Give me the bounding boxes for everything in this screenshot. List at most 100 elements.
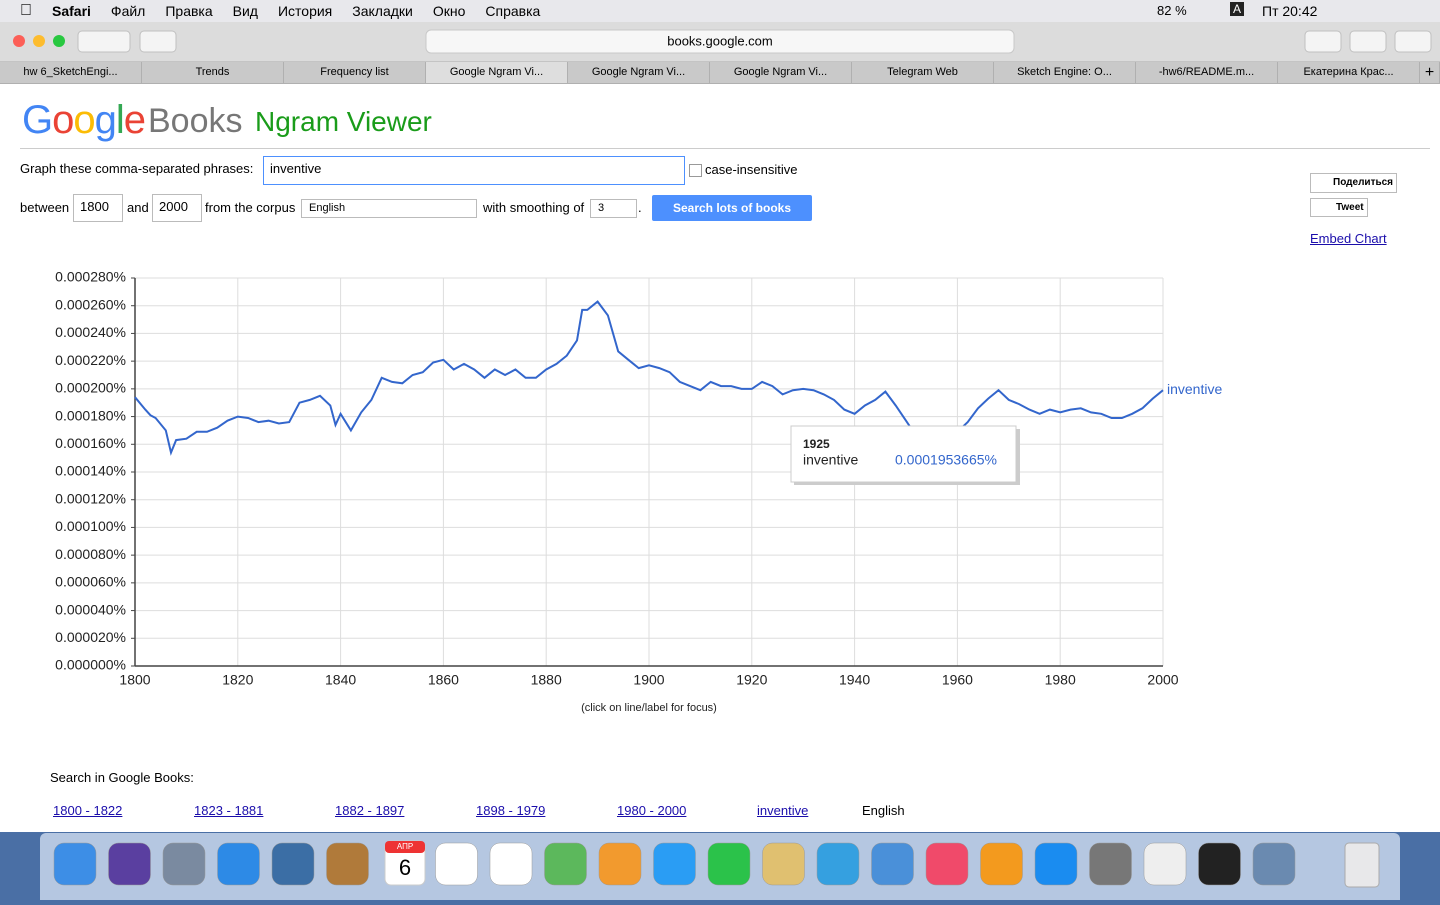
apple-icon[interactable]: : [20, 2, 32, 20]
label: and: [127, 200, 149, 215]
tab[interactable]: Trends: [142, 62, 284, 83]
label: case-insensitive: [705, 162, 798, 177]
sidebar-button[interactable]: [139, 30, 177, 53]
downloads[interactable]: [1304, 30, 1342, 53]
menu-item[interactable]: Файл: [98, 3, 145, 19]
battery[interactable]: 82 %: [1157, 3, 1187, 18]
phrase-input[interactable]: inventive: [263, 156, 685, 185]
tooltip: [790, 425, 1017, 483]
app-icon[interactable]: [816, 842, 860, 886]
x-tick-label: 2000: [1147, 672, 1178, 688]
tab[interactable]: Sketch Engine: O...: [994, 62, 1136, 83]
y-tick-label: 0.000040%: [55, 601, 126, 617]
x-tick-label: 1900: [633, 672, 664, 688]
app-icon[interactable]: [162, 842, 206, 886]
search-button[interactable]: Search lots of books: [652, 195, 812, 221]
app-icon[interactable]: [980, 842, 1023, 886]
y-tick-label: 0.000120%: [55, 490, 126, 506]
calendar-month: АПР: [397, 842, 413, 851]
new-tab[interactable]: +: [1420, 62, 1440, 83]
y-tick-label: 0.000080%: [55, 546, 126, 562]
x-tick-label: 1960: [942, 672, 973, 688]
app-icon[interactable]: [653, 842, 696, 886]
book-link[interactable]: inventive: [757, 803, 809, 818]
checkbox[interactable]: [689, 164, 702, 177]
tabs-overview[interactable]: [1394, 30, 1432, 53]
book-link[interactable]: 1980 - 2000: [617, 803, 687, 818]
y-tick-label: 0.000140%: [55, 463, 126, 479]
menu-item[interactable]: Справка: [473, 3, 540, 19]
app-icon[interactable]: [1198, 842, 1241, 886]
share-button[interactable]: Поделиться: [1310, 173, 1397, 193]
app-icon[interactable]: [326, 842, 369, 886]
x-tick-label: 1920: [736, 672, 767, 688]
app-icon[interactable]: [1252, 842, 1296, 886]
app-icon[interactable]: [271, 842, 315, 886]
minimize[interactable]: [33, 35, 45, 47]
divider: [20, 148, 1430, 149]
calendar-day: 6: [399, 855, 411, 880]
book-link[interactable]: 1898 - 1979: [476, 803, 546, 818]
menu-item[interactable]: Вид: [220, 3, 258, 19]
toolbar: books.google.com: [0, 22, 1440, 62]
app-icon[interactable]: [1089, 842, 1132, 886]
tab[interactable]: -hw6/README.m...: [1136, 62, 1278, 83]
corpus-select[interactable]: English: [301, 199, 477, 218]
address-bar[interactable]: [425, 29, 1015, 54]
app-icon[interactable]: [544, 842, 587, 886]
book-link[interactable]: 1823 - 1881: [194, 803, 264, 818]
tab[interactable]: Екатерина Крас...: [1278, 62, 1420, 83]
menu-item[interactable]: Закладки: [340, 3, 413, 19]
app-icon[interactable]: [925, 842, 969, 886]
input-source[interactable]: A: [1230, 2, 1245, 16]
app-icon[interactable]: [108, 842, 151, 886]
tab[interactable]: hw 6_SketchEngi...: [0, 62, 142, 83]
clock[interactable]: Пт 20:42: [1262, 3, 1318, 19]
app-icon[interactable]: [1034, 842, 1078, 886]
app-icon[interactable]: [707, 842, 751, 886]
year-start[interactable]: 1800: [73, 194, 123, 222]
x-tick-label: 1940: [839, 672, 870, 688]
tweet-button[interactable]: Tweet: [1310, 198, 1368, 217]
close[interactable]: [13, 35, 25, 47]
x-tick-label: 1800: [119, 672, 150, 688]
tab[interactable]: Telegram Web: [852, 62, 994, 83]
app-icon[interactable]: [1143, 842, 1187, 886]
year-end[interactable]: 2000: [152, 194, 202, 222]
label: Search in Google Books:: [50, 770, 194, 785]
app-icon[interactable]: [435, 842, 478, 886]
y-tick-label: 0.000020%: [55, 629, 126, 645]
app-icon[interactable]: [598, 842, 642, 886]
book-link[interactable]: 1882 - 1897: [335, 803, 405, 818]
book-link[interactable]: 1800 - 1822: [53, 803, 123, 818]
x-tick-label: 1880: [531, 672, 562, 688]
tab[interactable]: Frequency list: [284, 62, 426, 83]
tooltip-value: 0.0001953665%: [895, 452, 997, 468]
menu-item[interactable]: Правка: [153, 3, 212, 19]
y-tick-label: 0.000220%: [55, 352, 126, 368]
nav-buttons[interactable]: [77, 30, 131, 53]
web-page: Google Books Ngram Viewer Graph these co…: [0, 84, 1440, 832]
menu-item[interactable]: Окно: [420, 3, 466, 19]
chart: 0.000000% 0.000020% 0.000040% 0.000060% 0.00…: [55, 269, 1222, 714]
app-icon[interactable]: [871, 842, 914, 886]
app-icon[interactable]: [489, 842, 533, 886]
share[interactable]: [1349, 30, 1387, 53]
embed-link[interactable]: Embed Chart: [1310, 231, 1387, 246]
smoothing-select[interactable]: 3: [590, 199, 637, 218]
logo-books: Books: [148, 102, 243, 140]
menu-item[interactable]: История: [265, 3, 332, 19]
tab[interactable]: Google Ngram Vi...: [568, 62, 710, 83]
app-icon[interactable]: [217, 842, 260, 886]
tab-bar: hw 6_SketchEngi... Trends Frequency list…: [0, 62, 1440, 84]
app-icon[interactable]: [762, 842, 805, 886]
app-icon[interactable]: [53, 842, 97, 886]
y-tick-label: 0.000100%: [55, 518, 126, 534]
app-menu[interactable]: Safari: [40, 3, 91, 19]
tab[interactable]: Google Ngram Vi...: [710, 62, 852, 83]
tab[interactable]: Google Ngram Vi...: [426, 62, 568, 83]
series-label[interactable]: inventive: [1167, 381, 1222, 397]
zoom[interactable]: [53, 35, 65, 47]
x-tick-label: 1820: [222, 672, 253, 688]
